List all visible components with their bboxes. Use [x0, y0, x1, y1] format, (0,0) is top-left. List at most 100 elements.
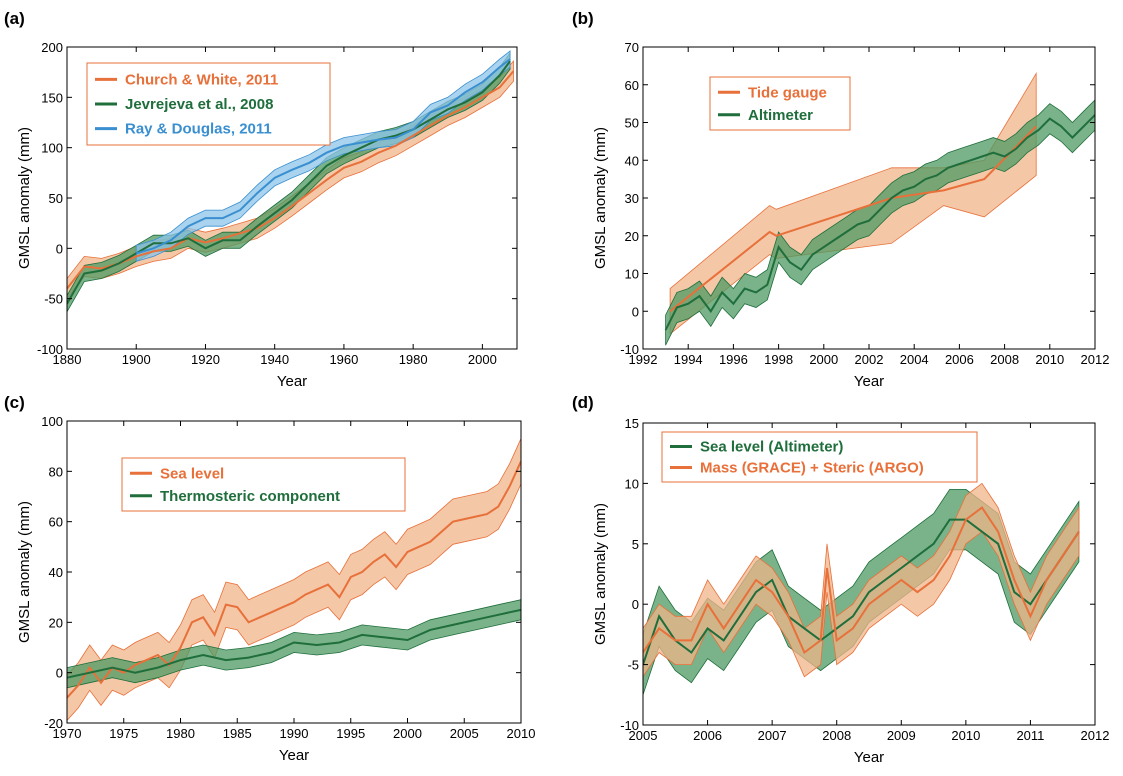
chart-b-x-axis-label: Year: [854, 373, 884, 390]
chart-d: 2005 2006 2007 2008 2009 2010 2011 2012 -10 -5 0 5 1…: [592, 416, 1109, 766]
chart-c-x-tick-label: 1975: [109, 726, 138, 741]
chart-d-legend-label-1: Mass (GRACE) + Steric (ARGO): [700, 460, 924, 477]
chart-c-x-tick-label: 1970: [53, 726, 82, 741]
chart-d-legend-box: [661, 431, 978, 483]
chart-a-x-tick-label: 1960: [329, 352, 358, 367]
chart-a-series-2-line: [135, 58, 511, 255]
chart-b-y-tick-label: -10: [620, 342, 639, 357]
chart-c-series-1-band: [67, 599, 521, 689]
chart-b-plot-area: [664, 71, 1095, 346]
chart-d-frame: [642, 422, 1096, 726]
panel-c-label: (c): [4, 393, 25, 412]
chart-a-legend-label-2: Ray & Douglas, 2011: [125, 121, 272, 138]
chart-c-y-axis-label: GMSL anomaly (mm): [16, 501, 33, 643]
chart-b-x-tick-label: 1998: [764, 352, 793, 367]
chart-b-y-tick-label: 0: [632, 304, 639, 319]
chart-a-y-tick-label: 0: [56, 241, 63, 256]
chart-c-x-tick-label: 1990: [280, 726, 309, 741]
chart-a-x-tick-label: 2000: [468, 352, 497, 367]
chart-a-series-2-band: [135, 50, 511, 262]
chart-b-y-tick-label: 60: [625, 78, 639, 93]
chart-b-series-1-line: [664, 114, 1095, 331]
chart-b-x-tick-label: 2004: [900, 352, 929, 367]
chart-d-legend: Sea level (Altimeter) Mass (GRACE) + Ster…: [661, 431, 978, 483]
chart-d-legend-label-0: Sea level (Altimeter): [700, 439, 843, 456]
chart-a-y-tick-label: -100: [37, 342, 63, 357]
chart-a: 1880 1900 1920 1940 1960 1980 2000 -100 -50 0 50 10…: [16, 40, 518, 390]
chart-c-series-0-line: [67, 460, 521, 699]
chart-d-x-tick-label: 2011: [1016, 728, 1044, 743]
chart-b-series-1-band: [665, 99, 1095, 346]
chart-d-plot-area: [643, 482, 1080, 695]
chart-d-series-1-line: [643, 506, 1080, 655]
chart-d-x-tick-label: 2006: [693, 728, 722, 743]
chart-a-y-tick-label: 100: [41, 141, 63, 156]
chart-b-x-tick-label: 2002: [855, 352, 884, 367]
chart-d-series-0-line: [643, 518, 1080, 665]
chart-d-y-tick-label: -10: [620, 718, 639, 733]
chart-b-x-tick-label: 1994: [674, 352, 703, 367]
chart-d-x-tick-label: 2008: [822, 728, 851, 743]
chart-a-plot-area: [67, 50, 515, 313]
chart-a-legend-label-0: Church & White, 2011: [125, 71, 278, 88]
chart-b-x-tick-label: 2012: [1081, 352, 1110, 367]
chart-c-x-tick-label: 1980: [166, 726, 195, 741]
chart-b-x-tick-label: 1992: [629, 352, 658, 367]
chart-a-y-tick-label: 150: [41, 90, 63, 105]
chart-d-x-tick-label: 2010: [951, 728, 980, 743]
chart-b-y-tick-label: 40: [625, 153, 639, 168]
panel-a-label: (a): [4, 9, 25, 28]
chart-d-y-tick-label: -5: [627, 658, 639, 673]
chart-b-y-tick-label: 10: [625, 267, 639, 282]
chart-c-legend: Sea level Thermosteric component: [121, 457, 406, 512]
chart-d-y-tick-label: 10: [625, 476, 639, 491]
chart-a-x-tick-label: 1900: [122, 352, 151, 367]
chart-b-x-tick-label: 2006: [945, 352, 974, 367]
chart-c-x-tick-label: 2005: [450, 726, 479, 741]
chart-a-series-0-line: [67, 70, 515, 290]
chart-a-y-tick-label: -50: [44, 292, 63, 307]
chart-d-x-tick-label: 2012: [1081, 728, 1110, 743]
chart-b-y-axis-label: GMSL anomaly (mm): [592, 127, 609, 269]
chart-c-legend-label-1: Thermosteric component: [160, 488, 340, 505]
chart-c-y-tick-label: 40: [49, 565, 63, 580]
chart-b-legend: Tide gauge Altimeter: [709, 76, 851, 131]
chart-a-x-tick-label: 1980: [399, 352, 428, 367]
chart-d-y-axis-label: GMSL anomaly (mm): [592, 503, 609, 645]
chart-a-y-tick-label: 50: [49, 191, 63, 206]
chart-b-legend-label-1: Altimeter: [748, 107, 813, 124]
chart-b-legend-label-0: Tide gauge: [748, 84, 827, 101]
chart-a-y-tick-label: 200: [41, 40, 63, 55]
chart-a-x-axis-label: Year: [277, 373, 307, 390]
chart-d-y-tick-label: 5: [632, 537, 639, 552]
chart-c-y-tick-label: 80: [49, 464, 63, 479]
chart-c-y-tick-label: 60: [49, 515, 63, 530]
chart-a-series-1-band: [67, 51, 511, 313]
chart-b: 1992 1994 1996 1998 2000 2002 2004 2006 2008 2010…: [592, 40, 1109, 390]
chart-b-x-tick-label: 2010: [1035, 352, 1064, 367]
chart-c-y-tick-label: 0: [56, 666, 63, 681]
chart-a-series-1-line: [67, 60, 511, 305]
chart-a-x-tick-label: 1920: [191, 352, 220, 367]
chart-b-y-tick-label: 20: [625, 229, 639, 244]
chart-c-y-tick-label: 100: [41, 414, 63, 429]
chart-b-y-tick-label: 30: [625, 191, 639, 206]
chart-a-legend: Church & White, 2011 Jevrejeva et al., 20…: [86, 62, 331, 146]
chart-d-x-axis-label: Year: [854, 749, 884, 766]
chart-b-y-tick-label: 50: [625, 116, 639, 131]
chart-d-y-tick-label: 15: [625, 416, 639, 431]
chart-a-legend-label-1: Jevrejeva et al., 2008: [125, 96, 273, 113]
chart-d-x-tick-label: 2007: [758, 728, 787, 743]
chart-c-y-tick-label: -20: [44, 716, 63, 731]
chart-b-x-tick-label: 2000: [809, 352, 838, 367]
chart-d-x-tick-label: 2005: [629, 728, 658, 743]
chart-c-legend-label-0: Sea level: [160, 465, 224, 482]
chart-d-y-tick-label: 0: [632, 597, 639, 612]
panel-b-label: (b): [572, 9, 594, 28]
chart-b-x-tick-label: 1996: [719, 352, 748, 367]
chart-c-x-tick-label: 1985: [223, 726, 252, 741]
chart-c-y-tick-label: 20: [49, 615, 63, 630]
chart-b-x-tick-label: 2008: [990, 352, 1019, 367]
chart-a-x-tick-label: 1940: [260, 352, 289, 367]
chart-c: 1970 1975 1980 1985 1990 1995 2000 2005 2010 -20 0…: [16, 414, 535, 764]
